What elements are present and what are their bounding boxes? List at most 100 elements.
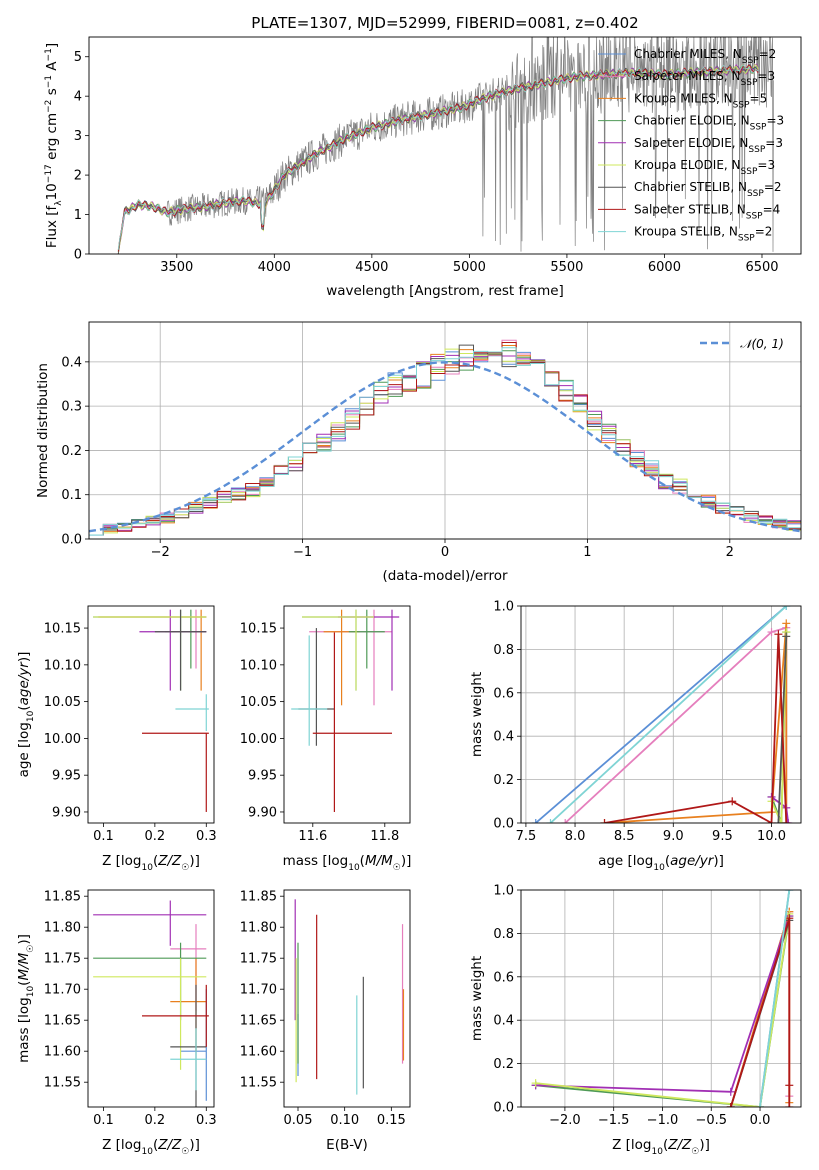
label-part: =4 <box>763 202 781 216</box>
y-tick-label: 11.55 <box>44 1076 81 1091</box>
x-axis-label: (data-model)/error <box>382 568 508 584</box>
label-part: 10 <box>141 1147 153 1157</box>
observed-spectrum <box>117 37 774 254</box>
x-tick-label: 0.3 <box>196 1113 217 1128</box>
label-part: Chabrier MILES, N <box>634 47 742 61</box>
y-axis-label: Normed distribution <box>35 363 51 498</box>
label-part: Salpeter STELIB, N <box>634 202 746 216</box>
label-part: λ <box>54 200 64 206</box>
x-axis-label: E(B-V) <box>326 1137 368 1153</box>
label-part: mass weight <box>469 672 485 757</box>
label-part: Salpeter MILES, N <box>634 69 741 83</box>
label-part: ( <box>665 853 670 869</box>
histogram-series <box>89 347 801 539</box>
label-part: erg cm <box>44 113 60 164</box>
label-part: Z [log <box>102 853 141 869</box>
x-tick-label: 0.3 <box>196 829 217 844</box>
model-spectrum <box>117 64 759 250</box>
label-part: M/M <box>365 853 393 869</box>
histogram-lines <box>89 339 801 539</box>
y-tick-label: 11.65 <box>240 1014 277 1029</box>
x-tick-label: 5500 <box>550 260 583 275</box>
label-part: 10 <box>141 863 153 873</box>
errorbars <box>291 609 400 812</box>
label-part: Kroupa MILES, N <box>634 91 733 105</box>
label-part: )] <box>401 853 412 869</box>
y-tick-label: 0.4 <box>61 355 82 370</box>
panel-mass-vs-ebv: 0.05 0.10 0.15 11.55 11.60 11.65 11.70 11.75 11.… <box>240 889 411 1153</box>
label-part: Flux [f <box>44 204 60 248</box>
y-tick-label: 10.00 <box>240 732 277 747</box>
label-part: Z/Z <box>157 853 182 869</box>
y-tick-label: 11.75 <box>44 952 81 967</box>
label-part: =3 <box>765 136 783 150</box>
y-tick-label: 9.90 <box>52 805 81 820</box>
label-part: −1 <box>44 75 54 88</box>
label-part: Kroupa STELIB, N <box>634 225 738 239</box>
label-part: Chabrier ELODIE, N <box>634 114 750 128</box>
x-axis-label: wavelength [Angstrom, rest frame] <box>326 283 564 299</box>
x-tick-label: 0.2 <box>145 829 166 844</box>
x-tick-label: 11.6 <box>298 829 327 844</box>
axes-frame <box>520 605 802 824</box>
label-part: )] <box>699 1137 710 1153</box>
x-tick-label: −1.5 <box>598 1113 630 1128</box>
label-part: ☉ <box>181 1147 189 1157</box>
legend-label: 𝒩(0, 1) <box>740 337 784 351</box>
y-tick-label: 0.2 <box>61 444 82 459</box>
label-part: 10 <box>44 183 60 200</box>
y-tick-label: 9.90 <box>248 805 277 820</box>
x-tick-label: 0.15 <box>377 1113 406 1128</box>
label-part: =3 <box>766 114 784 128</box>
axes-frame <box>87 889 215 1108</box>
label-part: Normed distribution <box>35 363 51 498</box>
y-tick-label: 11.85 <box>44 890 81 905</box>
series-line <box>729 917 791 1107</box>
legend-label: Kroupa ELODIE, NSSP=3 <box>634 158 775 177</box>
y-tick-label: 11.75 <box>240 952 277 967</box>
errorbars <box>294 899 405 1095</box>
panel-weight-vs-age: 7.5 8.0 8.5 9.0 9.5 10.0 0.0 0.2 0.4 0.6 0.8 1.0 mas… <box>469 600 802 873</box>
series-line <box>759 890 791 1107</box>
y-tick-label: 0.8 <box>493 927 514 942</box>
label-part: )] <box>713 853 724 869</box>
x-tick-label: 2 <box>726 545 734 560</box>
y-tick-label: 10.10 <box>240 658 277 673</box>
legend-label: Salpeter ELODIE, NSSP=3 <box>634 136 783 155</box>
label-part: ( <box>16 705 32 710</box>
y-tick-label: 0.0 <box>493 1101 514 1116</box>
y-tick-label: 10.05 <box>44 695 81 710</box>
x-tick-label: −1 <box>293 545 312 560</box>
y-tick-label: 4 <box>74 90 82 105</box>
series-lines <box>531 890 794 1107</box>
x-tick-label: 6500 <box>745 260 778 275</box>
panel-mass-vs-z: 0.1 0.2 0.3 11.55 11.60 11.65 11.70 11.75 11.80 1… <box>16 889 217 1157</box>
label-part: 10 <box>348 863 360 873</box>
legend-label: Chabrier STELIB, NSSP=2 <box>634 180 782 199</box>
y-tick-label: 10.15 <box>44 622 81 637</box>
gaussian-curve <box>89 361 801 533</box>
spectrum-lines <box>117 37 774 254</box>
model-spectrum <box>117 64 759 254</box>
label-part: 10 <box>653 863 665 873</box>
y-axis-label: Flux [fλ10−17 erg cm−2 s−1 A−1] <box>44 43 64 248</box>
label-part: ☉ <box>26 945 36 953</box>
x-tick-label: 0.05 <box>284 1113 313 1128</box>
y-axis-label: mass weight <box>469 672 485 757</box>
y-tick-label: 0.0 <box>61 533 82 548</box>
label-part: mass [log <box>16 997 32 1063</box>
x-tick-label: 9.5 <box>712 829 733 844</box>
label-part: M/M <box>16 952 32 980</box>
x-tick-label: 10.0 <box>757 829 786 844</box>
label-part: =3 <box>757 158 775 172</box>
axes-frame <box>283 605 411 824</box>
y-tick-label: 10.05 <box>240 695 277 710</box>
label-part: ☉ <box>691 1147 699 1157</box>
label-part: =3 <box>757 69 775 83</box>
y-tick-label: 1 <box>74 208 82 223</box>
x-tick-label: 11.8 <box>370 829 399 844</box>
label-part: Z [log <box>612 1137 651 1153</box>
x-tick-label: 0.10 <box>330 1113 359 1128</box>
label-part: )] <box>16 652 32 663</box>
series-lines <box>531 606 793 823</box>
